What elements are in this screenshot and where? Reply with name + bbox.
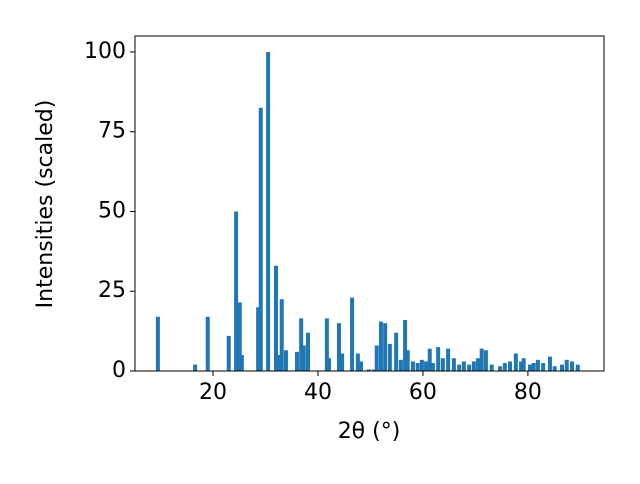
bar <box>299 318 304 371</box>
bar <box>266 51 271 371</box>
bar <box>436 347 441 371</box>
y-tick-label: 50 <box>98 198 126 223</box>
bar <box>521 358 526 371</box>
bar <box>277 355 282 371</box>
bar <box>239 355 244 371</box>
bar <box>451 358 456 371</box>
bar <box>237 302 242 371</box>
bar <box>366 369 371 371</box>
bar <box>326 358 331 371</box>
bar <box>541 363 546 371</box>
bar <box>419 359 424 371</box>
bar <box>424 361 429 371</box>
bar <box>256 307 261 371</box>
bar <box>205 316 210 371</box>
bar <box>283 350 288 371</box>
bar <box>234 211 239 371</box>
bar <box>483 350 488 371</box>
x-tick-label: 40 <box>304 380 332 405</box>
bar <box>502 363 507 371</box>
bar <box>340 353 345 371</box>
bar <box>489 364 494 371</box>
bar <box>410 361 415 371</box>
bar <box>457 364 462 371</box>
bar <box>374 345 379 371</box>
bar <box>440 358 445 371</box>
bar <box>358 361 363 371</box>
bar <box>193 364 198 371</box>
bar <box>498 366 503 371</box>
bar <box>350 297 355 371</box>
y-tick-label: 0 <box>112 358 126 383</box>
bar <box>294 351 299 371</box>
bar <box>527 364 532 371</box>
bar <box>479 348 484 371</box>
bar <box>547 356 552 371</box>
bar <box>398 359 403 371</box>
bar <box>324 318 329 371</box>
bar <box>394 332 399 371</box>
bar <box>552 366 557 371</box>
bar <box>430 363 435 371</box>
bar <box>467 364 472 371</box>
bar <box>372 369 377 371</box>
bar <box>336 323 341 371</box>
x-axis-label: 2θ (°) <box>338 419 401 444</box>
bar <box>155 316 160 371</box>
bar <box>508 361 513 371</box>
bar <box>301 345 306 371</box>
bar <box>403 319 408 371</box>
plot-frame <box>134 35 605 372</box>
y-tick-label: 100 <box>84 39 126 64</box>
bar <box>415 363 420 371</box>
bar <box>378 321 383 371</box>
x-tick-label: 20 <box>199 380 227 405</box>
bar <box>446 348 451 371</box>
bar <box>564 359 569 371</box>
bar <box>226 335 231 371</box>
bar <box>305 332 310 371</box>
bar <box>387 343 392 371</box>
bar <box>258 107 263 372</box>
y-axis-label: Intensities (scaled) <box>33 100 58 309</box>
y-tick-label: 75 <box>98 119 126 144</box>
bar <box>575 364 580 371</box>
bar <box>405 350 410 371</box>
bar <box>535 359 540 371</box>
bar <box>471 361 476 371</box>
bar <box>355 353 360 371</box>
bar <box>461 361 466 371</box>
bar <box>383 323 388 371</box>
bar <box>519 361 524 371</box>
bar <box>531 363 536 371</box>
bar <box>560 364 565 371</box>
y-tick-label: 25 <box>98 278 126 303</box>
bar <box>273 265 278 371</box>
bar <box>513 353 518 371</box>
bar <box>569 361 574 371</box>
x-tick-label: 60 <box>409 380 437 405</box>
bar <box>427 348 432 371</box>
bar <box>476 358 481 371</box>
bar <box>279 299 284 371</box>
x-tick-label: 80 <box>514 380 542 405</box>
